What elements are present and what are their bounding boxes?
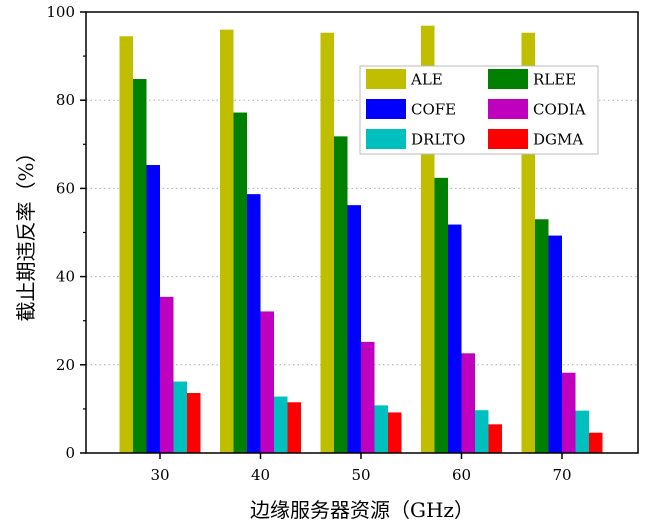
y-tick-label: 100 bbox=[46, 3, 75, 21]
y-tick-label: 0 bbox=[65, 444, 75, 462]
legend: ALE RLEE COFE CODIA DRLTO DGMA bbox=[359, 65, 599, 155]
bar-drlto-30 bbox=[173, 381, 187, 453]
x-axis-title: 边缘服务器资源（GHz） bbox=[250, 498, 474, 522]
y-tick-label: 80 bbox=[56, 91, 75, 109]
bar-drlto-40 bbox=[274, 396, 288, 453]
y-tick-label: 20 bbox=[56, 356, 75, 374]
bar-codia-30 bbox=[160, 296, 174, 453]
bar-drlto-70 bbox=[575, 410, 589, 453]
bar-cofe-60 bbox=[448, 224, 462, 453]
bar-dgma-60 bbox=[488, 424, 502, 453]
legend-swatch-dgma bbox=[488, 129, 528, 149]
legend-swatch-codia bbox=[488, 99, 528, 119]
bar-dgma-30 bbox=[187, 393, 201, 453]
bar-codia-50 bbox=[361, 341, 375, 453]
legend-label-codia: CODIA bbox=[533, 101, 586, 119]
y-tick-label: 60 bbox=[56, 179, 75, 197]
bar-cofe-50 bbox=[347, 205, 361, 453]
bar-dgma-50 bbox=[388, 412, 402, 453]
x-tick-label: 50 bbox=[351, 466, 370, 484]
legend-swatch-cofe bbox=[366, 99, 406, 119]
bar-rlee-70 bbox=[535, 219, 549, 453]
bar-ale-30 bbox=[119, 36, 133, 453]
bar-ale-40 bbox=[220, 29, 234, 453]
x-tick-label: 70 bbox=[552, 466, 571, 484]
bar-cofe-30 bbox=[146, 165, 160, 453]
legend-swatch-drlto bbox=[366, 129, 406, 149]
x-axis-ticks: 30 40 50 60 70 bbox=[150, 453, 572, 484]
bar-rlee-60 bbox=[434, 177, 448, 453]
y-axis-title: 截止期违反率（%） bbox=[14, 142, 38, 321]
legend-label-dgma: DGMA bbox=[533, 131, 583, 149]
legend-label-ale: ALE bbox=[410, 71, 443, 89]
y-axis-ticks: 0 20 40 60 80 100 bbox=[46, 3, 86, 462]
bar-rlee-30 bbox=[133, 79, 147, 453]
legend-swatch-ale bbox=[366, 69, 406, 89]
bar-cofe-40 bbox=[247, 194, 261, 453]
bar-ale-50 bbox=[320, 32, 334, 453]
bar-codia-40 bbox=[260, 311, 274, 453]
bar-drlto-50 bbox=[374, 405, 388, 453]
bar-codia-70 bbox=[562, 372, 576, 453]
bar-dgma-40 bbox=[287, 402, 301, 453]
y-tick-label: 40 bbox=[56, 268, 75, 286]
bar-drlto-60 bbox=[475, 410, 489, 453]
legend-swatch-rlee bbox=[488, 69, 528, 89]
x-tick-label: 30 bbox=[150, 466, 169, 484]
legend-label-rlee: RLEE bbox=[533, 71, 576, 89]
legend-label-cofe: COFE bbox=[411, 101, 456, 119]
bars bbox=[119, 25, 603, 454]
bar-codia-60 bbox=[461, 353, 475, 453]
bar-dgma-70 bbox=[589, 432, 603, 453]
legend-label-drlto: DRLTO bbox=[411, 131, 465, 149]
bar-rlee-40 bbox=[233, 112, 247, 454]
x-tick-label: 60 bbox=[452, 466, 471, 484]
x-tick-label: 40 bbox=[251, 466, 270, 484]
bar-rlee-50 bbox=[334, 136, 348, 454]
bar-cofe-70 bbox=[548, 235, 562, 453]
